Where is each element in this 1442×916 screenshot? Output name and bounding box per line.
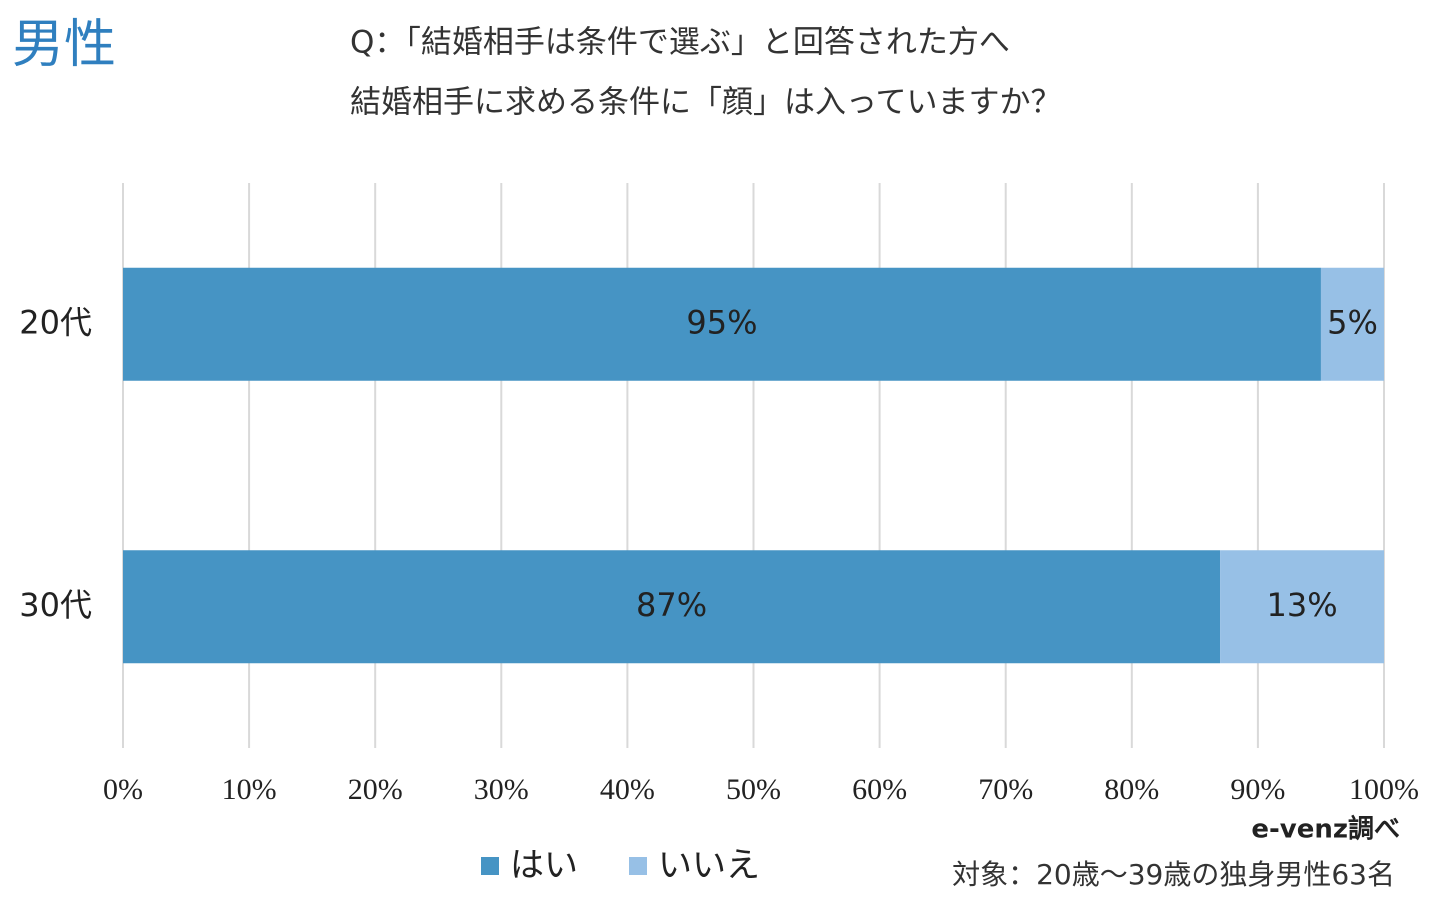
data-label: 95% [686,303,757,341]
x-tick-label: 20% [348,773,403,806]
x-tick-label: 90% [1230,773,1285,806]
x-tick-label: 0% [103,773,143,806]
bar-segment [123,267,1321,381]
x-tick-label: 50% [726,773,781,806]
x-tick-label: 70% [978,773,1033,806]
bar-segment [1320,267,1384,381]
chart-title: Q：「結婚相手は条件で選ぶ」と回答された方へ [350,25,1010,61]
bar-segment [123,550,1221,664]
source: e-venz調べ [1251,814,1400,845]
legend-swatch [629,857,647,875]
data-label: 5% [1327,303,1378,341]
x-tick-label: 80% [1104,773,1159,806]
y-tick-label: 30代 [19,586,92,624]
data-label: 13% [1266,586,1337,624]
x-tick-label: 40% [600,773,655,806]
x-tick-label: 60% [852,773,907,806]
legend-swatch [481,857,499,875]
data-label: 87% [636,586,707,624]
chart-label: 男性 [12,15,116,75]
x-tick-label: 30% [474,773,529,806]
y-tick-label: 20代 [19,303,92,341]
note: 対象：20歳～39歳の独身男性63名 [952,858,1395,891]
legend-label: いいえ [658,846,760,886]
legend-label: はい [510,846,578,886]
x-tick-label: 10% [222,773,277,806]
bar-segment [1220,550,1384,664]
x-tick-label: 100% [1349,773,1419,806]
chart-title: 結婚相手に求める条件に「顔」は入っていますか？ [350,85,1061,121]
